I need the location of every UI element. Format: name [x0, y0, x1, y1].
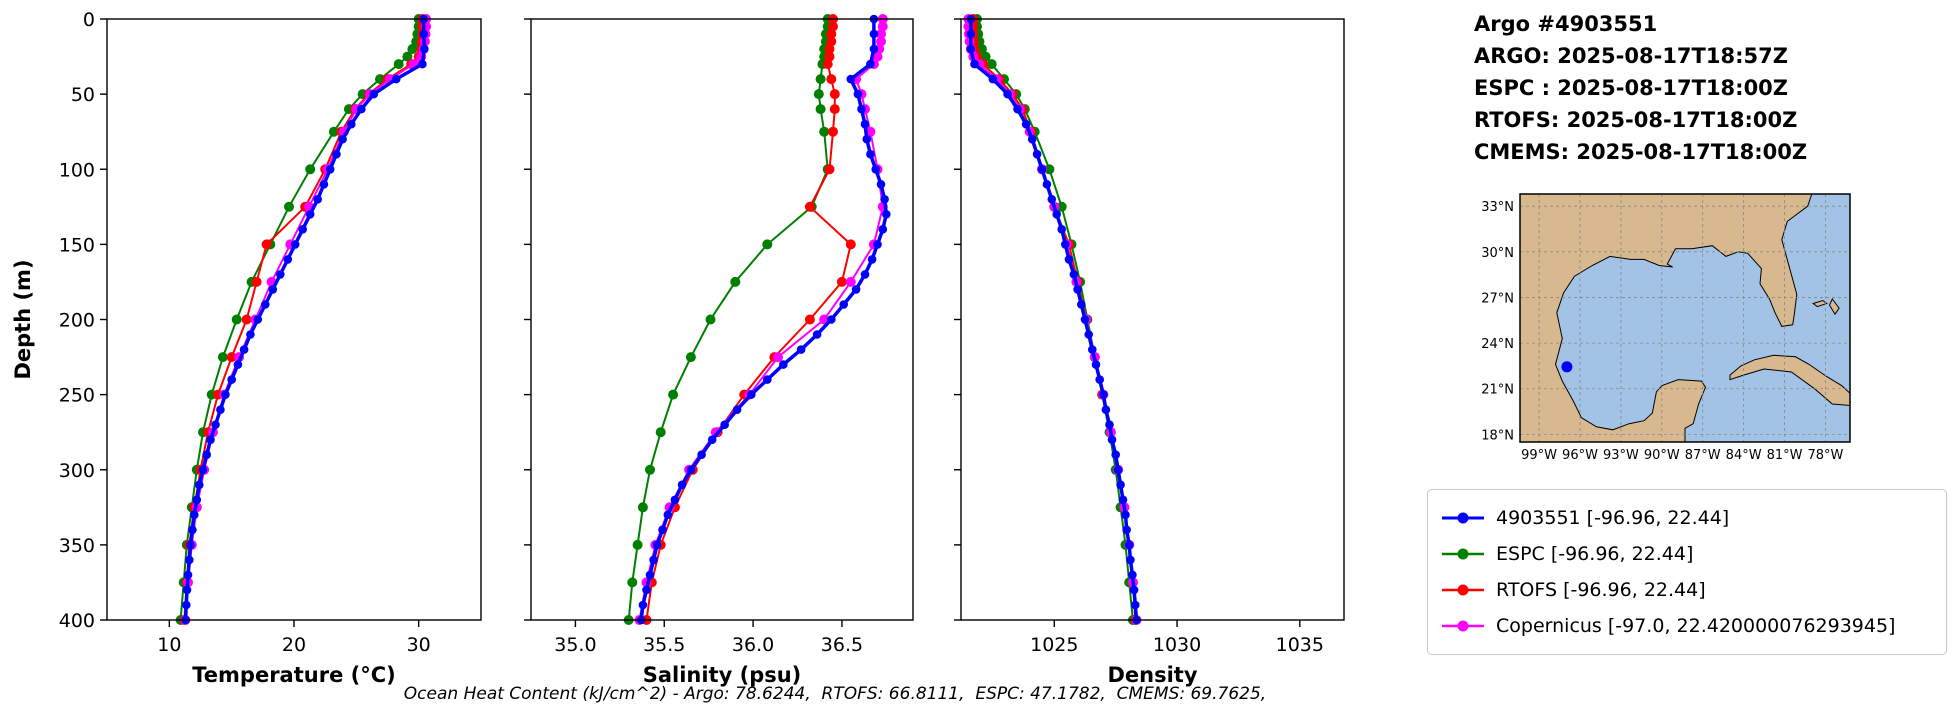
legend-item-rtofs: RTOFS [-96.96, 22.44] [1440, 572, 1934, 608]
svg-text:33°N: 33°N [1481, 200, 1514, 215]
series-line-4903551 [969, 19, 1139, 621]
svg-text:99°W: 99°W [1521, 448, 1557, 463]
svg-text:27°N: 27°N [1481, 291, 1514, 306]
series-line-ESPC [179, 19, 420, 621]
svg-text:1035: 1035 [1276, 634, 1324, 656]
svg-text:200: 200 [59, 310, 95, 332]
svg-text:0: 0 [83, 9, 95, 31]
salinity-subplot: 35.0 35.5 36.0 36.5 Salinity (psu) [524, 14, 914, 687]
legend-label-rtofs: RTOFS [-96.96, 22.44] [1496, 579, 1706, 601]
svg-text:35.0: 35.0 [554, 634, 596, 656]
profile-charts-area: Depth (m) 10 20 30 0 50 100 150 200 250 300 350 400 T… [11, 9, 1345, 687]
svg-text:36.0: 36.0 [732, 634, 774, 656]
temperature-subplot: 10 20 30050100150200250300350400Temperatur… [59, 9, 482, 687]
map-land-bahamas-2 [1828, 298, 1840, 316]
svg-text:1025: 1025 [1030, 634, 1078, 656]
float-title: Argo #4903551 [1474, 12, 1658, 36]
svg-text:400: 400 [59, 610, 95, 632]
argo-timestamp: ARGO: 2025-08-17T18:57Z [1474, 44, 1788, 68]
espc-timestamp: ESPC : 2025-08-17T18:00Z [1474, 76, 1789, 100]
svg-text:100: 100 [59, 159, 95, 181]
series-line-ESPC [976, 19, 1134, 621]
salinity-axis-label: Salinity (psu) [643, 663, 802, 687]
legend-line-sample-argo [1442, 512, 1484, 524]
map-land-bahamas-1 [1812, 299, 1828, 308]
svg-text:24°N: 24°N [1481, 337, 1514, 352]
svg-text:30: 30 [407, 634, 431, 656]
svg-text:96°W: 96°W [1562, 448, 1598, 463]
series-line-RTOFS [972, 19, 1137, 621]
svg-text:87°W: 87°W [1685, 448, 1721, 463]
svg-text:20: 20 [282, 634, 306, 656]
svg-text:10: 10 [157, 634, 181, 656]
svg-text:250: 250 [59, 385, 95, 407]
legend-label-copernicus: Copernicus [-97.0, 22.420000076293945] [1496, 615, 1896, 637]
side-panel: Argo #4903551 ARGO: 2025-08-17T18:57Z ES… [1420, 0, 1955, 712]
svg-text:21°N: 21°N [1481, 383, 1514, 398]
legend-line-sample-rtofs [1442, 584, 1484, 596]
float-position-marker [1561, 361, 1573, 373]
legend-item-copernicus: Copernicus [-97.0, 22.420000076293945] [1440, 608, 1934, 644]
series-line-4903551 [639, 19, 889, 621]
salinity-axes-frame [530, 18, 914, 621]
series-line-Copernicus [967, 19, 1138, 621]
temperature-axis-label: Temperature (°C) [192, 663, 395, 687]
temperature-axes-frame [106, 18, 482, 621]
rtofs-timestamp: RTOFS: 2025-08-17T18:00Z [1474, 108, 1798, 132]
legend-item-argo: 4903551 [-96.96, 22.44] [1440, 500, 1934, 536]
float-info-block: Argo #4903551 ARGO: 2025-08-17T18:57Z ES… [1474, 8, 1807, 168]
depth-profiles-chart: Depth (m)10 20 30050100150200250300350400T… [11, 9, 1345, 687]
series-line-Copernicus [184, 19, 428, 621]
ocean-heat-content-caption: Ocean Heat Content (kJ/cm^2) - Argo: 78.… [403, 684, 1267, 704]
legend-label-argo: 4903551 [-96.96, 22.44] [1496, 507, 1730, 529]
legend-item-espc: ESPC [-96.96, 22.44] [1440, 536, 1934, 572]
legend-line-sample-espc [1442, 548, 1484, 560]
svg-text:84°W: 84°W [1726, 448, 1762, 463]
y-axis-label: Depth (m) [11, 259, 35, 379]
density-axis-label: Density [1107, 663, 1197, 687]
svg-text:300: 300 [59, 460, 95, 482]
map-land-mainland [1519, 193, 1813, 443]
map-border [1519, 193, 1851, 443]
gulf-of-mexico-location-map: 99°W 96°W 93°W 90°W 87°W 84°W 81°W 78°W 18°N 21°N… [1481, 193, 1851, 463]
svg-text:90°W: 90°W [1644, 448, 1680, 463]
density-subplot: 1025 1030 1035 Density [954, 14, 1345, 687]
svg-text:78°W: 78°W [1808, 448, 1844, 463]
svg-text:35.5: 35.5 [643, 634, 685, 656]
legend-label-espc: ESPC [-96.96, 22.44] [1496, 543, 1694, 565]
chart-legend: 4903551 [-96.96, 22.44] ESPC [-96.96, 22… [1427, 489, 1947, 655]
svg-text:350: 350 [59, 535, 95, 557]
cmems-timestamp: CMEMS: 2025-08-17T18:00Z [1474, 140, 1808, 164]
svg-text:30°N: 30°N [1481, 246, 1514, 261]
svg-text:150: 150 [59, 234, 95, 256]
svg-text:50: 50 [71, 84, 95, 106]
svg-text:93°W: 93°W [1603, 448, 1639, 463]
series-line-Copernicus [638, 19, 884, 621]
series-line-4903551 [183, 19, 427, 621]
svg-text:1030: 1030 [1153, 634, 1201, 656]
series-line-RTOFS [183, 19, 424, 621]
svg-text:81°W: 81°W [1767, 448, 1803, 463]
svg-text:36.5: 36.5 [821, 634, 863, 656]
svg-text:18°N: 18°N [1481, 428, 1514, 443]
legend-line-sample-copernicus [1442, 620, 1484, 632]
